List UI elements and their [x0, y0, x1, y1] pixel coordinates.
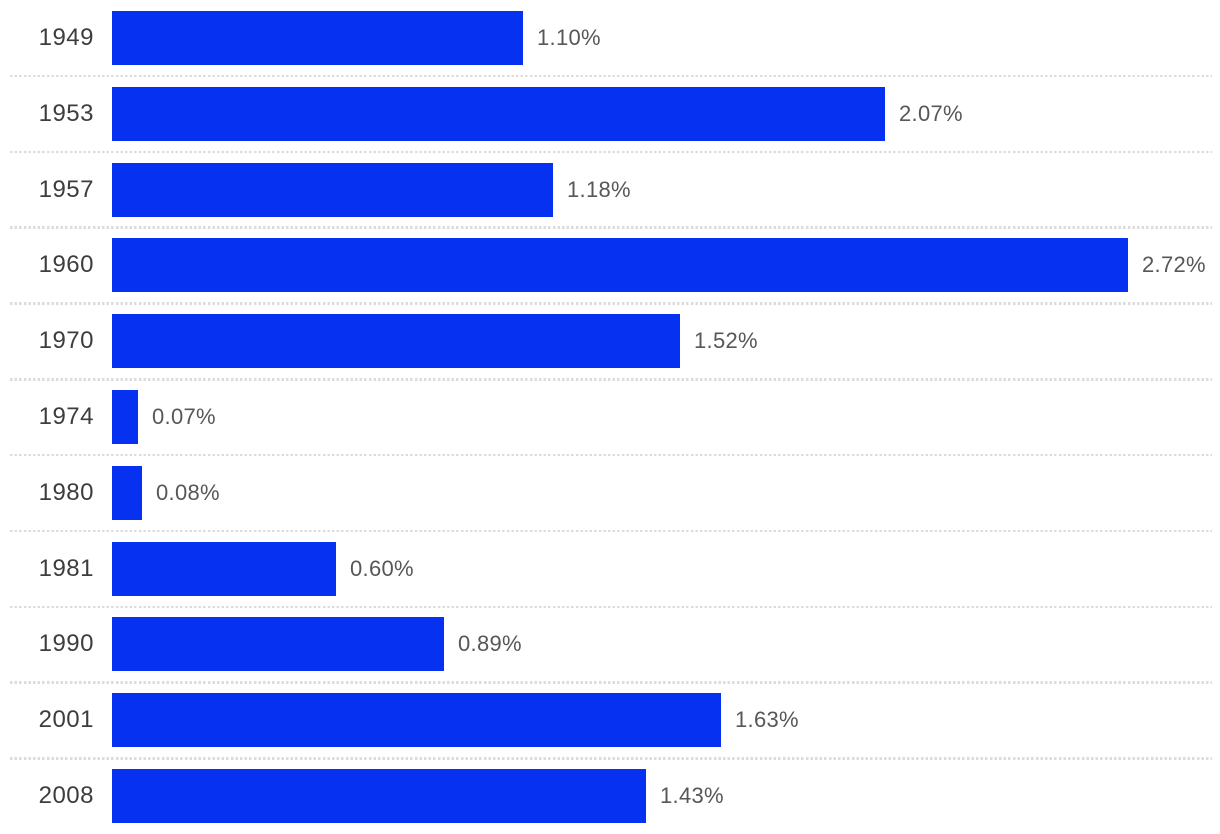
value-label: 0.89%	[458, 631, 522, 657]
bar	[112, 389, 138, 444]
bar	[112, 541, 336, 596]
chart-row: 1981 0.60%	[0, 529, 1220, 607]
value-label: 1.63%	[735, 707, 799, 733]
chart-row: 1974 0.07%	[0, 378, 1220, 455]
value-label: 2.07%	[899, 100, 963, 126]
chart-row: 2001 1.63%	[0, 681, 1220, 758]
bar	[112, 693, 721, 748]
bar-track: 1.10%	[112, 0, 1220, 76]
year-label: 1949	[38, 23, 94, 51]
bar-track: 0.89%	[112, 607, 1220, 683]
bar-track: 2.07%	[112, 76, 1220, 152]
value-label: 1.10%	[537, 24, 601, 50]
year-label: 1981	[38, 554, 94, 582]
value-label: 1.52%	[694, 328, 758, 354]
year-label: 1990	[38, 630, 94, 658]
chart-row: 1949 1.10%	[0, 0, 1220, 76]
bar	[112, 769, 646, 824]
bar-track: 1.43%	[112, 758, 1220, 834]
bar-track: 0.07%	[112, 379, 1220, 455]
chart-row: 1990 0.89%	[0, 605, 1220, 683]
bar	[112, 10, 523, 65]
year-label: 1970	[38, 327, 94, 355]
chart-row: 1957 1.18%	[0, 150, 1220, 228]
value-label: 0.08%	[156, 479, 220, 505]
year-label: 2008	[38, 782, 94, 810]
year-label: 1980	[38, 478, 94, 506]
bar	[112, 86, 885, 141]
year-label: 1953	[38, 99, 94, 127]
year-label: 2001	[38, 706, 94, 734]
chart-row: 1960 2.72%	[0, 226, 1220, 303]
bar	[112, 465, 142, 520]
year-label: 1957	[38, 175, 94, 203]
bar-track: 1.63%	[112, 682, 1220, 758]
bar	[112, 617, 444, 672]
value-label: 0.60%	[350, 555, 414, 581]
chart-row: 1980 0.08%	[0, 453, 1220, 531]
chart-row: 1970 1.52%	[0, 302, 1220, 379]
value-label: 2.72%	[1142, 252, 1206, 278]
bar-track: 2.72%	[112, 227, 1220, 303]
bar	[112, 162, 553, 217]
bar	[112, 314, 680, 369]
bar	[112, 238, 1128, 293]
bar-track: 1.52%	[112, 303, 1220, 379]
bar-track: 0.60%	[112, 531, 1220, 607]
chart-row: 1953 2.07%	[0, 74, 1220, 152]
value-label: 0.07%	[152, 403, 216, 429]
chart-row: 2008 1.43%	[0, 757, 1220, 834]
bar-track: 1.18%	[112, 152, 1220, 228]
value-label: 1.43%	[660, 783, 724, 809]
year-label: 1960	[38, 251, 94, 279]
year-label: 1974	[38, 402, 94, 430]
value-label: 1.18%	[567, 176, 631, 202]
bar-track: 0.08%	[112, 455, 1220, 531]
